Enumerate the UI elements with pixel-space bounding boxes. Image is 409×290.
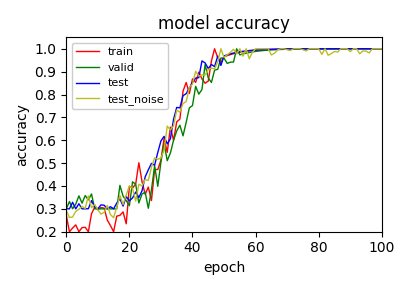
valid xyxy=(287,48,292,51)
Y-axis label: accuracy: accuracy xyxy=(15,103,29,166)
Line: test: test xyxy=(66,49,381,209)
train xyxy=(215,56,220,59)
test_noise xyxy=(64,209,69,212)
test xyxy=(146,168,151,172)
valid xyxy=(256,49,261,53)
test_noise xyxy=(218,47,223,50)
test_noise xyxy=(290,47,295,50)
valid xyxy=(142,191,147,194)
test_noise xyxy=(211,67,216,71)
test xyxy=(256,48,261,52)
train xyxy=(64,213,69,217)
test_noise xyxy=(146,179,151,182)
Line: train: train xyxy=(66,49,381,232)
test xyxy=(303,47,308,50)
test xyxy=(287,47,292,51)
test xyxy=(64,207,69,211)
train xyxy=(89,212,94,215)
Legend: train, valid, test, test_noise: train, valid, test, test_noise xyxy=(72,43,168,109)
test xyxy=(89,199,94,202)
valid xyxy=(209,81,213,84)
valid xyxy=(378,47,383,50)
test xyxy=(67,207,72,211)
test_noise xyxy=(378,47,383,50)
train xyxy=(67,230,72,233)
train xyxy=(290,47,295,51)
test_noise xyxy=(86,194,91,197)
test_noise xyxy=(306,47,311,50)
valid xyxy=(64,207,69,211)
test_noise xyxy=(111,216,116,220)
test_noise xyxy=(259,47,264,50)
Title: model accuracy: model accuracy xyxy=(158,15,289,33)
train xyxy=(378,47,383,50)
valid xyxy=(234,47,238,50)
train xyxy=(259,48,264,52)
Line: valid: valid xyxy=(66,49,381,209)
X-axis label: epoch: epoch xyxy=(202,261,245,275)
test xyxy=(211,65,216,68)
Line: test_noise: test_noise xyxy=(66,49,381,218)
train xyxy=(306,47,311,50)
valid xyxy=(303,47,308,51)
valid xyxy=(86,198,91,202)
train xyxy=(211,47,216,50)
test xyxy=(378,47,383,50)
train xyxy=(146,185,151,189)
